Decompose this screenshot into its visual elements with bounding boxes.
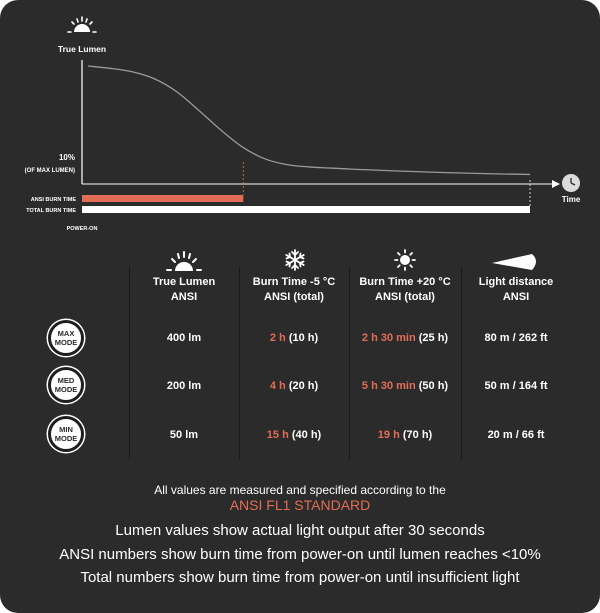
header-true-lumen: True Lumen ANSI [152, 276, 216, 303]
cell-burn-warm: 5 h 30 min (50 h) [361, 380, 449, 392]
cell-lumen: 200 lm [166, 380, 202, 392]
sun-rays-icon [166, 251, 202, 271]
footer-note-total: Total numbers show burn time from power-… [80, 569, 520, 586]
x-axis-arrow [552, 180, 560, 188]
cell-burn-cold: 15 h (40 h) [266, 429, 322, 441]
power-on-label: POWER-ON [67, 226, 98, 232]
column-divider [461, 267, 462, 459]
sun-icon [394, 249, 416, 271]
column-divider [239, 267, 240, 459]
lumen-decay-line [87, 65, 531, 176]
spec-table: True Lumen ANSI Burn Time -5 °C ANSI (tota… [0, 245, 600, 465]
footer-note-standard: All values are measured and specified ac… [154, 483, 446, 497]
mode-badge-med: MED MODE [48, 367, 84, 403]
mode-badge-max: MAX MODE [48, 320, 84, 356]
header-burn-time-cold: Burn Time -5 °C ANSI (total) [252, 276, 336, 303]
footer-standard-name: ANSI FL1 STANDARD [229, 497, 371, 513]
light-beam-icon [492, 254, 536, 270]
column-divider [129, 267, 130, 459]
ansi-burn-time-bar [82, 195, 244, 202]
cell-distance: 50 m / 164 ft [484, 380, 548, 392]
total-burn-time-label: TOTAL BURN TIME [26, 208, 76, 214]
y-tick-sublabel: (OF MAX LUMEN) [25, 168, 75, 174]
mode-badge-min: MIN MODE [48, 416, 84, 452]
cell-lumen: 50 lm [169, 429, 199, 441]
column-divider [349, 267, 350, 459]
cell-distance: 80 m / 262 ft [484, 332, 548, 344]
cell-burn-cold: 4 h (20 h) [269, 380, 319, 392]
sun-rays-icon [67, 16, 97, 33]
x-axis-label: Time [562, 195, 581, 204]
cell-lumen: 400 lm [166, 332, 202, 344]
cell-burn-warm: 2 h 30 min (25 h) [361, 332, 449, 344]
cell-burn-warm: 19 h (70 h) [377, 429, 433, 441]
cell-burn-cold: 2 h (10 h) [269, 332, 319, 344]
header-burn-time-warm: Burn Time +20 °C ANSI (total) [359, 276, 451, 303]
footer-note-ansi: ANSI numbers show burn time from power-o… [59, 546, 541, 563]
y-tick-label: 10% [59, 153, 75, 162]
burn-time-chart: True Lumen 10% (OF MAX LUMEN) Time ANSI … [25, 16, 581, 232]
total-burn-time-bar [82, 206, 530, 213]
cell-distance: 20 m / 66 ft [487, 429, 545, 441]
footer-note-lumen: Lumen values show actual light output af… [115, 522, 485, 539]
snowflake-icon [285, 249, 305, 271]
ansi-burn-time-label: ANSI BURN TIME [31, 197, 77, 203]
y-axis-label: True Lumen [58, 44, 106, 54]
clock-icon [562, 174, 580, 192]
header-light-distance: Light distance ANSI [478, 276, 554, 303]
